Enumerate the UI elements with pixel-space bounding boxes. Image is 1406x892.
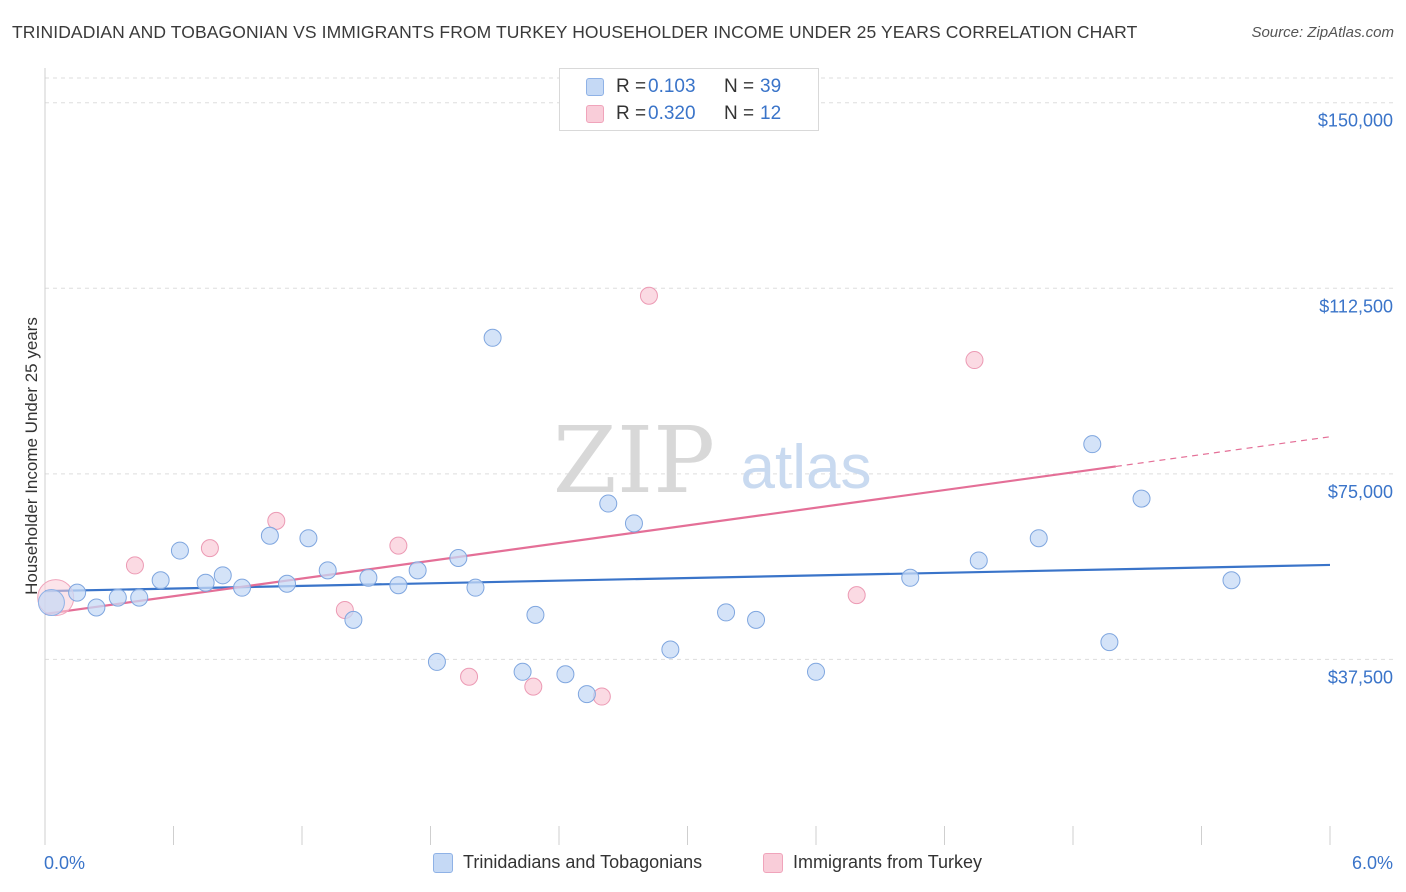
data-point-blue <box>130 588 149 607</box>
r-label: R = <box>616 76 647 97</box>
n-value-pink: 12 <box>760 103 782 124</box>
pink-swatch <box>763 852 783 873</box>
data-point-pink <box>592 687 611 706</box>
r-value-pink: 0.320 <box>648 103 696 124</box>
y-tick-labels: $37,500 $75,000 $112,500 $150,000 <box>1318 111 1393 688</box>
data-point-blue <box>1029 529 1048 548</box>
data-point-blue <box>901 568 920 587</box>
legend-row-blue: R = 0.103 N = 39 <box>586 75 781 99</box>
watermark-zip: ZIP <box>553 407 715 514</box>
blue-swatch <box>433 852 453 873</box>
watermark: ZIP atlas <box>553 407 872 514</box>
r-label: R = <box>616 103 647 124</box>
data-point-blue <box>344 610 363 629</box>
legend-item-blue[interactable]: Trinidadians and Tobagonians <box>433 852 702 873</box>
pink-swatch <box>586 105 604 123</box>
n-label: N = <box>724 103 755 124</box>
trend-line-blue <box>44 563 1331 593</box>
data-point-blue <box>389 576 408 595</box>
data-point-blue <box>599 494 618 513</box>
n-value-blue: 39 <box>760 76 782 97</box>
source-label: Source: ZipAtlas.com <box>1251 24 1394 41</box>
data-point-blue <box>318 561 337 580</box>
legend-item-pink[interactable]: Immigrants from Turkey <box>763 852 982 873</box>
data-point-blue <box>513 662 532 681</box>
data-point-blue <box>359 568 378 587</box>
data-point-blue <box>661 640 680 659</box>
data-point-blue <box>299 529 318 548</box>
data-point-blue <box>408 561 427 580</box>
legend-label-blue: Trinidadians and Tobagonians <box>463 852 703 872</box>
data-point-pink <box>125 556 144 575</box>
y-tick-label: $112,500 <box>1319 296 1393 316</box>
data-point-blue <box>807 662 825 681</box>
data-point-blue <box>483 328 502 347</box>
blue-swatch <box>586 78 604 96</box>
correlation-legend: R = 0.103 N = 39 R = 0.320 N = 12 <box>559 68 819 131</box>
data-point-blue <box>151 571 170 590</box>
data-point-blue <box>427 652 446 671</box>
data-point-blue <box>68 583 87 602</box>
data-point-blue <box>87 598 106 617</box>
legend-label-pink: Immigrants from Turkey <box>793 852 983 872</box>
data-point-blue <box>196 573 215 592</box>
data-point-pink <box>200 539 219 558</box>
data-point-blue <box>526 605 545 624</box>
data-point-blue <box>260 526 279 545</box>
data-point-blue <box>170 541 189 560</box>
x-tick-label: 6.0% <box>1352 853 1393 873</box>
data-point-blue <box>1222 571 1241 590</box>
data-point-blue <box>556 665 575 684</box>
data-point-blue <box>1100 633 1119 652</box>
data-point-pink <box>639 286 658 305</box>
x-tick-label: 0.0% <box>44 853 85 873</box>
data-point-blue <box>213 566 232 585</box>
y-tick-label: $75,000 <box>1328 482 1393 502</box>
y-tick-label: $150,000 <box>1318 111 1393 131</box>
gridlines <box>45 77 1395 660</box>
trend-line-pink <box>44 465 1116 616</box>
x-tick-labels: 0.0% 6.0% <box>44 853 1393 873</box>
data-point-pink <box>965 351 984 370</box>
r-value-blue: 0.103 <box>648 76 696 97</box>
data-point-blue <box>466 578 485 597</box>
data-point-blue <box>233 578 252 597</box>
data-point-pink <box>847 586 866 605</box>
data-point-blue <box>717 603 736 622</box>
data-point-pink <box>524 677 543 696</box>
data-point-blue <box>108 588 127 607</box>
axes <box>44 68 1331 845</box>
data-point-blue <box>278 574 297 593</box>
y-axis-label: Householder Income Under 25 years <box>22 317 41 595</box>
trend-line-pink-dashed <box>1115 436 1331 468</box>
n-label: N = <box>724 76 755 97</box>
data-point-blue <box>1083 435 1102 454</box>
data-point-blue <box>624 514 643 533</box>
trend-lines <box>44 436 1331 616</box>
legend-row-pink: R = 0.320 N = 12 <box>586 102 781 126</box>
data-point-blue <box>449 548 468 567</box>
chart-title: TRINIDADIAN AND TOBAGONIAN VS IMMIGRANTS… <box>12 22 1138 42</box>
data-point-pink <box>460 667 479 686</box>
data-point-pink <box>267 511 286 530</box>
data-point-blue <box>1132 489 1151 508</box>
data-point-blue <box>577 685 596 704</box>
watermark-atlas: atlas <box>741 433 872 502</box>
y-tick-label: $37,500 <box>1328 667 1393 687</box>
data-point-blue <box>747 610 766 629</box>
data-point-pink <box>389 536 408 555</box>
data-points <box>37 286 1241 706</box>
data-point-blue-large <box>37 589 65 617</box>
data-point-blue <box>969 551 988 570</box>
